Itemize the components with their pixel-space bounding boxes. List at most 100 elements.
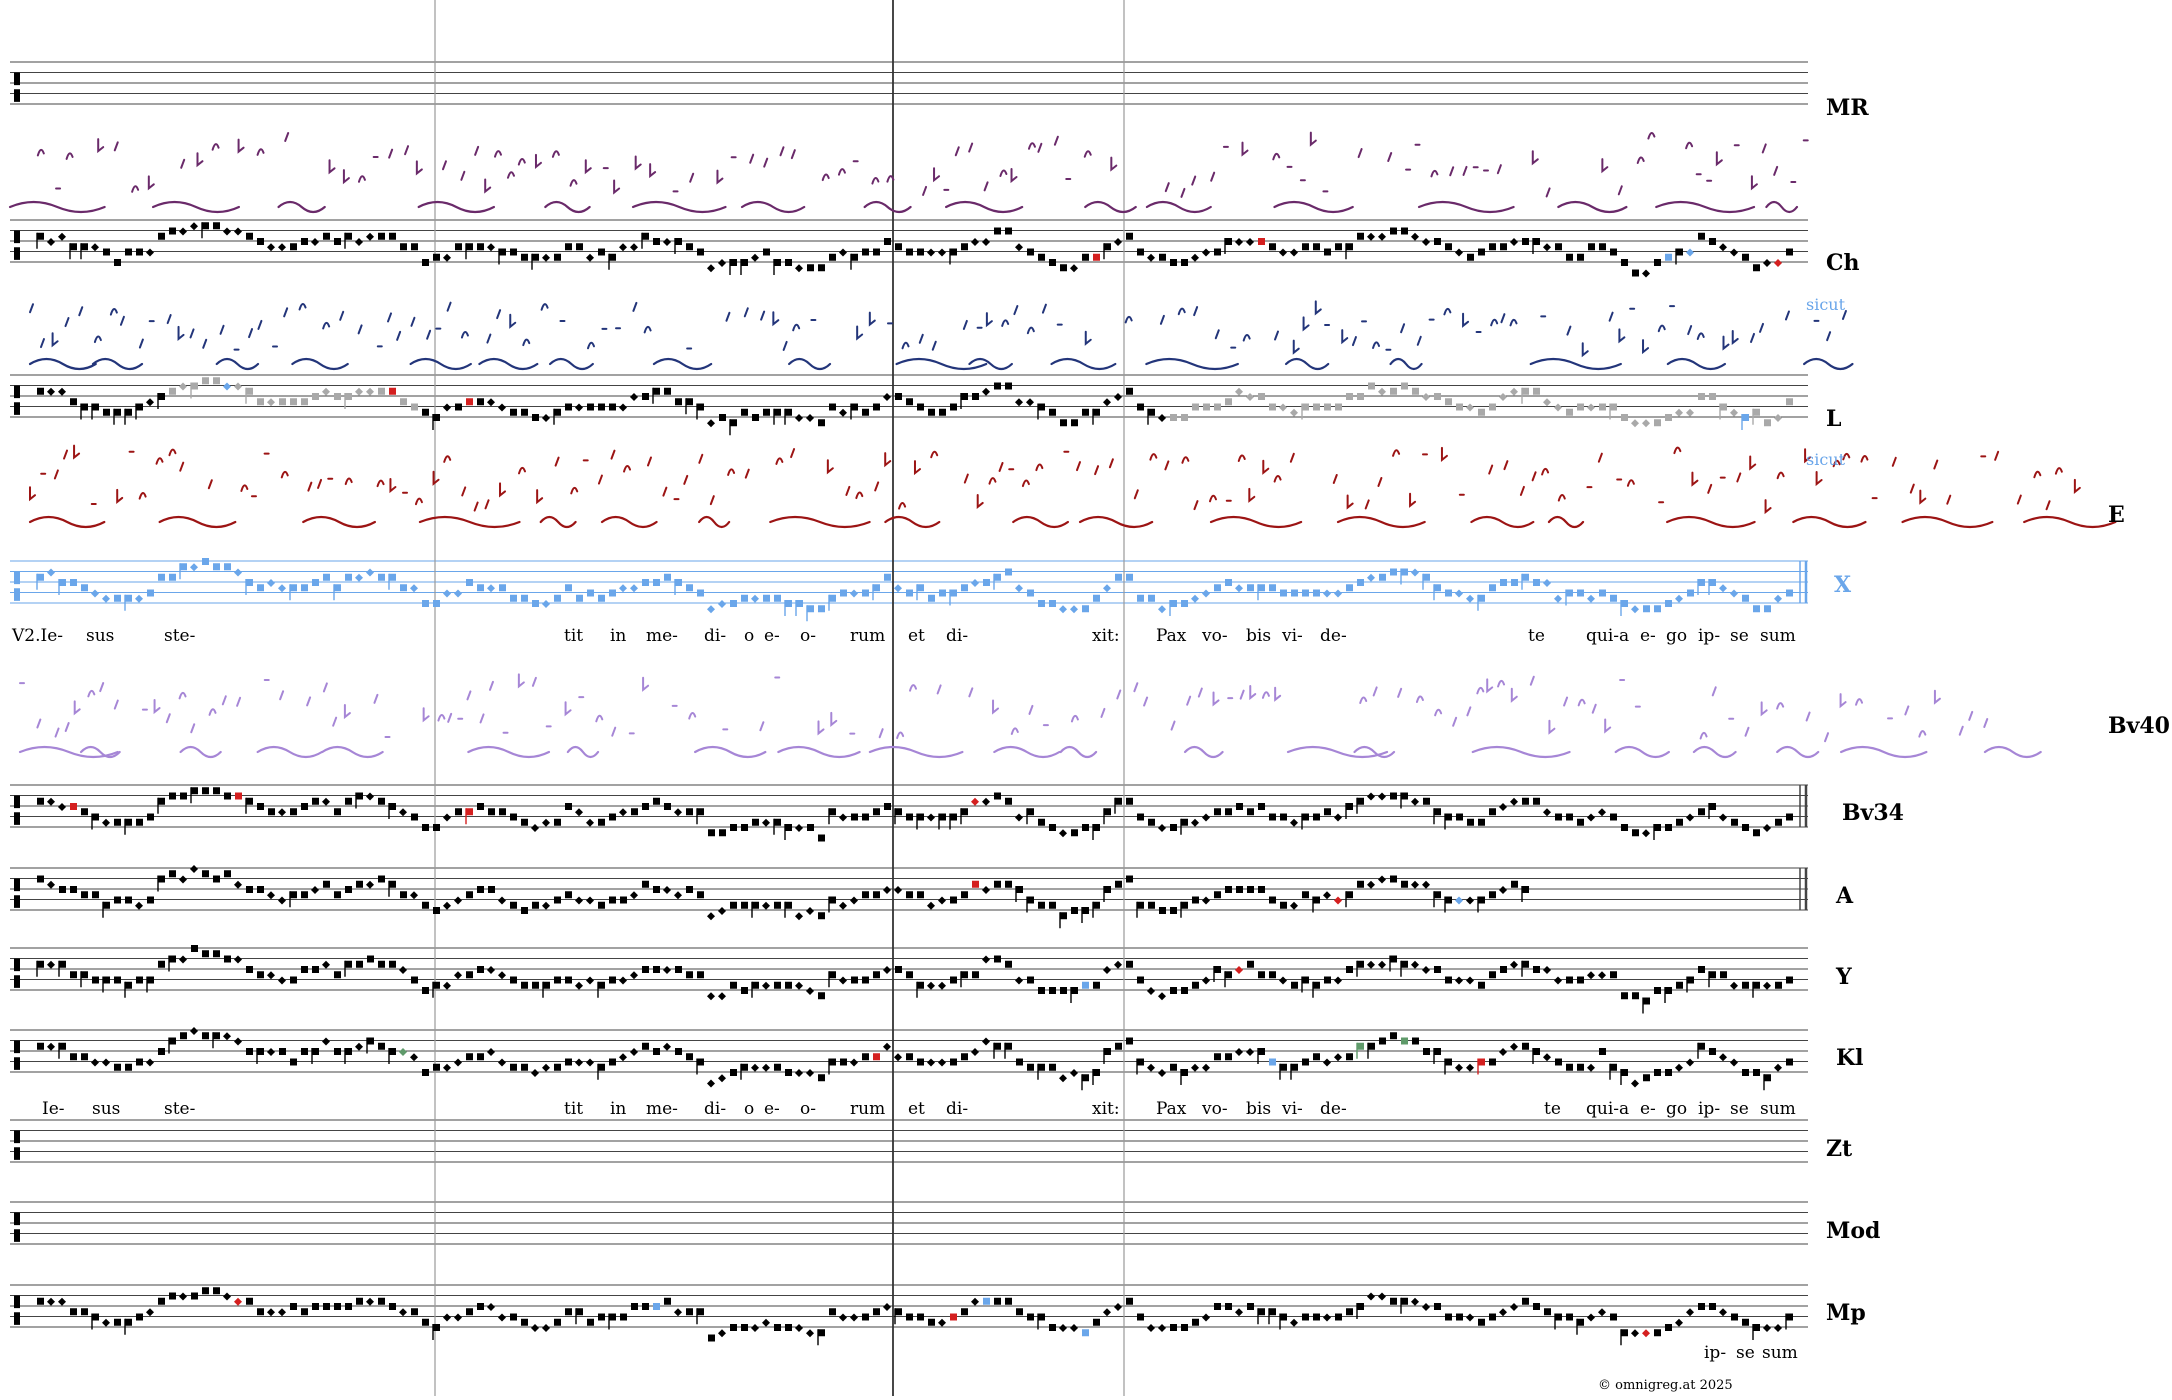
neume-stroke [1180,187,1186,198]
neume [322,797,330,806]
neume [917,891,924,899]
neume [1247,960,1254,968]
neume [697,248,704,256]
neume [762,981,770,990]
neume [598,594,605,602]
neume [477,243,484,251]
neume [1324,808,1331,816]
neume [1126,387,1133,395]
neume [1302,813,1309,821]
manuscript-lettering [539,515,577,529]
neume [169,573,176,581]
syllable: Ie- [42,1099,65,1119]
neume [267,971,275,980]
neume [366,232,374,241]
neume [686,1053,693,1061]
neume [58,1297,66,1306]
neume [510,813,517,821]
neume [653,797,660,805]
syllable: V2.Ie- [11,626,63,646]
neume [433,907,440,914]
neume-stroke [1891,456,1897,467]
neume-stroke [1773,165,1779,176]
neume [1401,382,1408,390]
neume [730,981,737,989]
neume-stroke [2054,467,2063,475]
staff-mr [10,61,1808,105]
neume [190,865,198,873]
neume [1323,1058,1331,1067]
neume [1302,403,1309,411]
neume-stroke [221,695,227,706]
neume-stroke [998,461,1004,472]
neume [818,605,825,613]
neume [906,398,913,406]
manuscript-lettering [467,745,551,759]
neume [521,907,528,914]
neume-stroke [1133,489,1139,500]
neume-stroke [54,727,60,738]
neume [1478,818,1485,826]
neume [158,232,165,240]
neume [532,981,539,989]
neume [697,1308,704,1316]
neume [1290,818,1298,827]
neume [37,573,44,581]
staff-ch-neumes [36,222,1793,278]
staff-bv34-neumes [37,785,1808,842]
neume [686,971,693,979]
neume [1367,573,1375,582]
manuscript-lettering [1050,357,1117,371]
neume [1059,829,1067,838]
c-clef-icon [14,230,20,260]
neume [1709,579,1716,586]
neume [1720,971,1727,979]
staff-zt [10,1119,1808,1163]
neume [234,880,242,889]
neume [994,955,1001,963]
neume [1445,896,1452,904]
neume-stroke [437,714,446,722]
neume [81,808,88,816]
neume-stroke [999,169,1008,178]
syllable: o- [800,626,816,646]
neume [1104,886,1111,893]
neume-stroke [2033,470,2042,479]
neume [454,1313,462,1322]
neume [718,1074,726,1083]
neume [1478,248,1485,256]
neume [1082,605,1089,613]
neume [1466,1063,1474,1072]
neume [1357,1042,1364,1050]
neume-stroke [441,160,447,171]
neume-stroke [1601,158,1609,174]
neume [1005,960,1012,968]
neume-stroke [1824,732,1830,743]
neume-stroke [1826,331,1832,342]
neume [498,896,506,905]
neume [1258,971,1265,979]
neume-stroke [856,325,864,341]
neume [982,797,990,806]
neume [1346,1053,1353,1061]
neume [334,891,341,899]
neume [37,1297,44,1305]
neume [1082,907,1089,914]
neume [1687,589,1694,597]
neume [1148,901,1155,909]
neume [1158,605,1166,614]
neume-stroke [2016,494,2022,505]
neume [873,248,880,256]
neume [851,253,858,261]
neume [642,232,649,240]
neume [862,976,869,984]
neume [477,966,484,973]
neume [125,981,132,989]
neume [873,891,880,899]
neume [1478,896,1485,904]
neume [829,1058,836,1066]
neume [796,600,803,607]
neume [1071,987,1078,994]
neume [795,264,803,273]
neume [1302,589,1309,597]
